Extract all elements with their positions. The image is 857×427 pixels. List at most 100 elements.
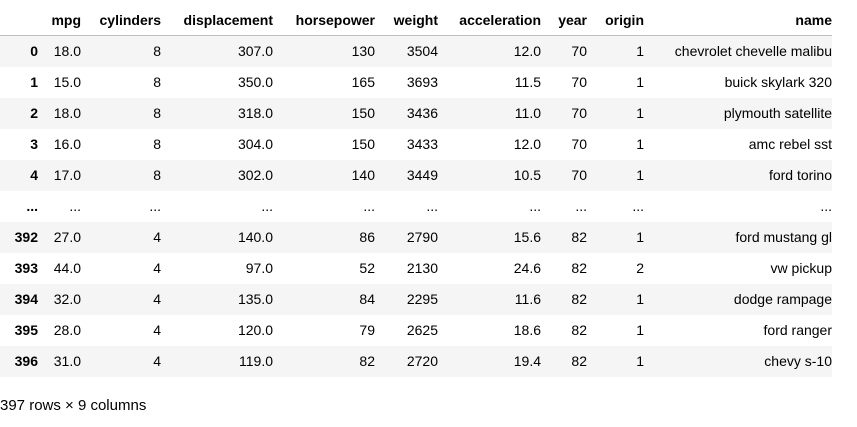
cell-year: 82 [571, 291, 587, 307]
cell-displacement: 97.0 [245, 260, 273, 276]
cell-year: 82 [571, 353, 587, 369]
cell-name: dodge rampage [733, 291, 832, 307]
cell-mpg: 32.0 [53, 291, 81, 307]
cell-mpg: 18.0 [53, 105, 81, 121]
row-index: 0 [30, 43, 38, 59]
cell-mpg: 28.0 [53, 322, 81, 338]
cell-acceleration: 12.0 [513, 136, 541, 152]
row-index: 4 [30, 167, 38, 183]
cell-origin: 1 [636, 43, 644, 59]
cell-displacement: ... [261, 198, 273, 214]
cell-year: 82 [571, 260, 587, 276]
cell-year: 70 [571, 105, 587, 121]
cell-name: vw pickup [770, 260, 832, 276]
column-header-origin: origin [587, 6, 644, 36]
cell-origin: 1 [636, 229, 644, 245]
cell-horsepower: ... [363, 198, 375, 214]
cell-horsepower: 150 [351, 136, 375, 152]
cell-name: ... [820, 198, 832, 214]
row-index: 395 [14, 322, 38, 338]
cell-cylinders: 8 [153, 167, 161, 183]
cell-year: 70 [571, 167, 587, 183]
table-row: 1 15.0 8 350.0 165 3693 11.5 70 1 buick skylark 3… [0, 67, 832, 98]
cell-origin: 1 [636, 167, 644, 183]
row-index: 393 [14, 260, 38, 276]
cell-acceleration: 10.5 [513, 167, 541, 183]
column-header-name: name [644, 6, 832, 36]
cell-mpg: ... [69, 198, 81, 214]
table-row: 392 27.0 4 140.0 86 2790 15.6 82 1 ford mustang g… [0, 222, 832, 253]
cell-displacement: 302.0 [237, 167, 273, 183]
cell-horsepower: 140 [351, 167, 375, 183]
cell-cylinders: 4 [153, 291, 161, 307]
cell-mpg: 16.0 [53, 136, 81, 152]
shape-caption: 397 rows × 9 columns [0, 397, 147, 414]
table-row: 395 28.0 4 120.0 79 2625 18.6 82 1 ford ranger [0, 315, 832, 346]
cell-weight: 2130 [406, 260, 438, 276]
cell-mpg: 27.0 [53, 229, 81, 245]
index-header [0, 6, 38, 36]
cell-origin: 1 [636, 322, 644, 338]
cell-origin: 1 [636, 353, 644, 369]
cell-weight: 2790 [406, 229, 438, 245]
cell-cylinders: 4 [153, 322, 161, 338]
table-row: 4 17.0 8 302.0 140 3449 10.5 70 1 ford torino [0, 160, 832, 191]
row-index: 1 [30, 74, 38, 90]
cell-year: 82 [571, 322, 587, 338]
cell-displacement: 120.0 [237, 322, 273, 338]
column-header-weight: weight [375, 6, 438, 36]
cell-year: 70 [571, 74, 587, 90]
table-row: 396 31.0 4 119.0 82 2720 19.4 82 1 chevy s-10 [0, 346, 832, 377]
row-index: 396 [14, 353, 38, 369]
table-row: 393 44.0 4 97.0 52 2130 24.6 82 2 vw pickup [0, 253, 832, 284]
cell-horsepower: 52 [359, 260, 375, 276]
cell-mpg: 44.0 [53, 260, 81, 276]
cell-mpg: 18.0 [53, 43, 81, 59]
table-header: mpg cylinders displacement horsepower we… [0, 6, 832, 36]
dataframe-table: mpg cylinders displacement horsepower we… [0, 6, 832, 377]
cell-mpg: 15.0 [53, 74, 81, 90]
cell-weight: 2720 [406, 353, 438, 369]
cell-mpg: 31.0 [53, 353, 81, 369]
cell-horsepower: 150 [351, 105, 375, 121]
column-header-mpg: mpg [38, 6, 81, 36]
row-index: 392 [14, 229, 38, 245]
cell-cylinders: 4 [153, 260, 161, 276]
column-header-year: year [541, 6, 587, 36]
column-header-acceleration: acceleration [438, 6, 541, 36]
row-index: 3 [30, 136, 38, 152]
cell-horsepower: 165 [351, 74, 375, 90]
cell-name: buick skylark 320 [724, 74, 832, 90]
cell-cylinders: 8 [153, 43, 161, 59]
cell-cylinders: 8 [153, 105, 161, 121]
cell-acceleration: 24.6 [513, 260, 541, 276]
column-header-cylinders: cylinders [81, 6, 161, 36]
cell-weight: 3436 [406, 105, 438, 121]
cell-displacement: 350.0 [237, 74, 273, 90]
cell-weight: ... [426, 198, 438, 214]
cell-acceleration: 11.0 [514, 105, 541, 121]
cell-origin: 1 [636, 105, 644, 121]
cell-origin: 1 [636, 136, 644, 152]
cell-horsepower: 79 [359, 322, 375, 338]
cell-cylinders: 4 [153, 353, 161, 369]
cell-origin: 1 [636, 74, 644, 90]
cell-acceleration: 15.6 [513, 229, 541, 245]
cell-acceleration: ... [529, 198, 541, 214]
cell-name: plymouth satellite [723, 105, 832, 121]
cell-displacement: 135.0 [237, 291, 273, 307]
row-index: ... [26, 198, 38, 214]
cell-name: chevy s-10 [764, 353, 832, 369]
table-row: 2 18.0 8 318.0 150 3436 11.0 70 1 plymouth satell… [0, 98, 832, 129]
table-row: 394 32.0 4 135.0 84 2295 11.6 82 1 dodge rampage [0, 284, 832, 315]
cell-year: 70 [571, 43, 587, 59]
cell-name: ford mustang gl [735, 229, 833, 245]
cell-origin: 2 [636, 260, 644, 276]
cell-weight: 3693 [406, 74, 438, 90]
row-index: 2 [30, 105, 38, 121]
cell-horsepower: 130 [351, 43, 375, 59]
cell-cylinders: 8 [153, 136, 161, 152]
cell-horsepower: 84 [359, 291, 375, 307]
cell-displacement: 140.0 [237, 229, 273, 245]
cell-acceleration: 11.5 [514, 74, 541, 90]
